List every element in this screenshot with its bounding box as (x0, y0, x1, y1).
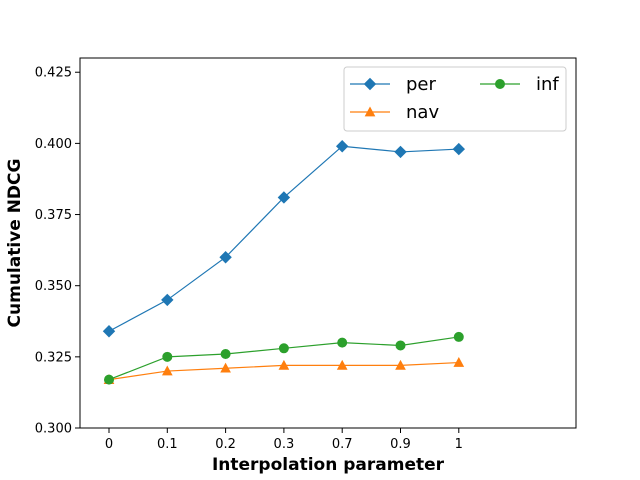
x-axis: 0 0.1 0.2 0.3 0.7 0.9 1 (105, 428, 463, 452)
x-tick-label: 0.7 (332, 437, 353, 452)
legend-label: per (406, 74, 437, 95)
x-tick-label: 0.9 (390, 437, 411, 452)
series-per (102, 140, 466, 338)
data-point-inf (104, 374, 114, 385)
y-tick-label: 0.375 (35, 208, 72, 223)
data-point-per (161, 293, 174, 307)
data-point-nav (278, 359, 290, 370)
data-point-inf (220, 349, 231, 359)
x-axis-title: Interpolation parameter (212, 455, 445, 475)
x-tick-label: 0 (105, 437, 113, 452)
legend-frame (343, 66, 567, 132)
legend-entry-nav: nav (350, 102, 439, 123)
legend-marker (495, 79, 505, 89)
data-point-nav (453, 356, 465, 367)
y-axis: 0.300 0.325 0.350 0.375 0.400 0.425 (35, 66, 80, 437)
data-point-inf (395, 340, 406, 351)
x-tick-label: 1 (455, 437, 463, 452)
legend-entry-per: per (350, 74, 437, 95)
legend-label: inf (536, 74, 559, 95)
series-inf (104, 331, 464, 385)
data-point-per (452, 142, 466, 156)
legend: per nav inf (343, 66, 567, 132)
legend-marker (364, 106, 376, 117)
x-tick-label: 0.2 (215, 437, 236, 452)
legend-label: nav (406, 102, 439, 123)
y-tick-label: 0.325 (35, 350, 72, 365)
y-axis-title: Cumulative NDCG (5, 159, 25, 328)
data-point-nav (161, 365, 173, 376)
y-tick-label: 0.350 (35, 279, 72, 294)
data-point-per (394, 145, 407, 159)
data-point-per (277, 191, 291, 204)
x-tick-label: 0.1 (157, 437, 178, 452)
legend-marker (363, 77, 377, 91)
data-point-inf (337, 337, 348, 348)
plot-frame (79, 57, 577, 429)
data-point-nav (395, 359, 406, 370)
data-point-nav (336, 359, 348, 370)
legend-entry-inf: inf (480, 74, 559, 95)
y-tick-label: 0.400 (35, 137, 72, 152)
series-layer (102, 140, 466, 385)
y-tick-label: 0.425 (35, 66, 72, 81)
data-point-inf (278, 343, 289, 354)
data-point-per (219, 251, 232, 264)
data-point-inf (162, 351, 173, 362)
y-tick-label: 0.300 (35, 422, 72, 437)
x-tick-label: 0.3 (274, 437, 295, 452)
data-point-inf (453, 331, 464, 342)
data-point-per (335, 140, 349, 153)
data-point-nav (220, 362, 231, 373)
data-point-per (102, 325, 116, 338)
